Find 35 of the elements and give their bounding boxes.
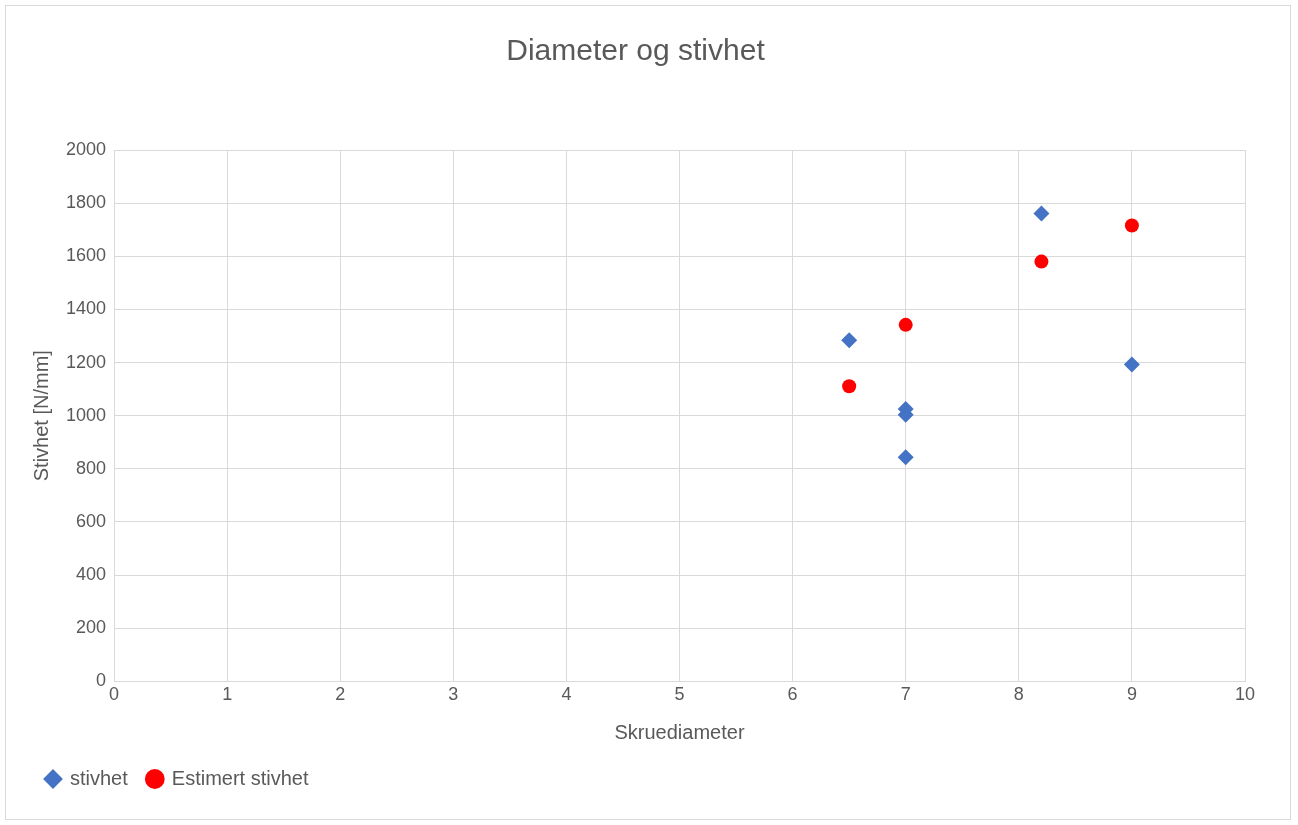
point — [898, 317, 913, 332]
y-tick-label: 1600 — [66, 245, 107, 266]
point — [1123, 356, 1140, 373]
x-tick-label: 3 — [448, 684, 459, 705]
point — [1033, 205, 1050, 222]
x-tick-label: 5 — [674, 684, 685, 705]
x-tick-label: 10 — [1234, 684, 1256, 705]
x-tick-label: 4 — [561, 684, 572, 705]
point — [1124, 218, 1139, 233]
x-tick-label: 8 — [1013, 684, 1024, 705]
x-tick-label: 9 — [1126, 684, 1137, 705]
y-axis-title: Stivhet [N/mm] — [29, 350, 52, 482]
point — [842, 379, 857, 394]
x-axis-title: Skruediameter — [614, 720, 745, 743]
point — [897, 449, 914, 466]
x-tick-label: 0 — [109, 684, 120, 705]
y-tick-label: 600 — [76, 510, 107, 531]
x-tick-label: 2 — [335, 684, 346, 705]
point — [841, 332, 858, 349]
y-tick-label: 1000 — [66, 404, 107, 425]
x-tick-label: 1 — [222, 684, 233, 705]
x-tick-label: 6 — [787, 684, 798, 705]
y-tick-label: 800 — [76, 457, 107, 478]
legend-label: stivhet — [70, 766, 129, 789]
y-tick-label: 2000 — [66, 138, 107, 159]
y-tick-label: 400 — [76, 564, 107, 585]
y-tick-label: 1400 — [66, 298, 107, 319]
legend-label: Estimert stivhet — [171, 766, 309, 789]
y-tick-label: 1800 — [66, 192, 107, 213]
y-tick-label: 200 — [76, 617, 107, 638]
y-tick-label: 1200 — [66, 351, 107, 372]
chart-title: Diameter og stivhet — [506, 33, 766, 67]
point — [1034, 254, 1049, 269]
y-tick-label: 0 — [96, 670, 107, 691]
x-tick-label: 7 — [900, 684, 911, 705]
